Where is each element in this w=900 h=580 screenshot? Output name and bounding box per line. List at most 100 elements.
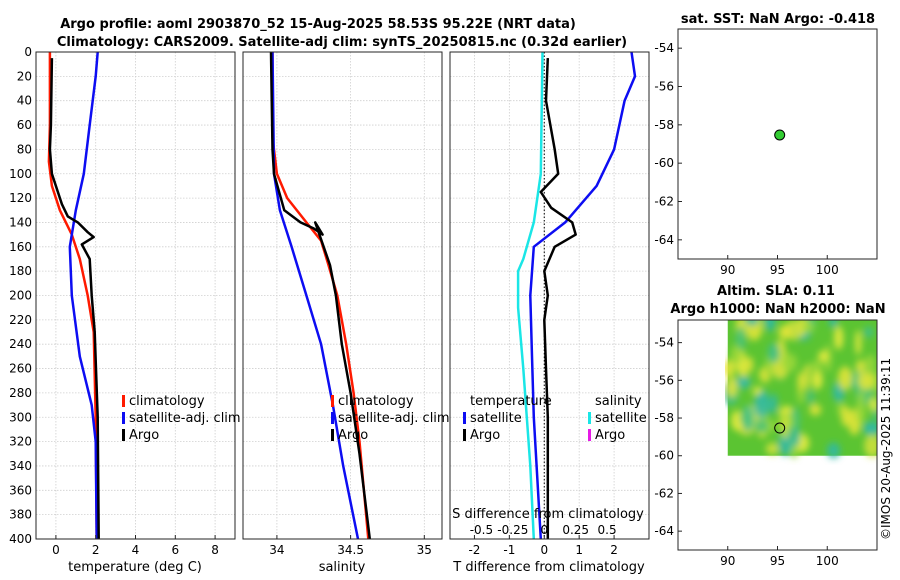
difference-xtick-labels: -2 -1 0 1 2 xyxy=(468,535,618,557)
sla-map-tick-labels: 90 95 100 -54 -56 -58 -60 -62 -64 xyxy=(654,336,838,568)
map-x-tick-label: 100 xyxy=(816,263,839,277)
sla-texture-blob xyxy=(809,361,823,373)
sla-texture-blob xyxy=(731,410,743,431)
salinity-legend: climatology satellite-adj. clim Argo xyxy=(331,394,450,443)
salinity-xlabel: salinity xyxy=(319,560,366,575)
sla-map-title-line1: Altim. SLA: 0.11 xyxy=(717,284,835,299)
sla-texture-blob xyxy=(857,372,874,391)
sla-texture-blob xyxy=(778,325,791,340)
legend-label-climatology: climatology xyxy=(338,394,414,409)
x-tick2-label: -0.5 xyxy=(470,523,493,537)
series-line-satellite-adj-clim xyxy=(68,52,99,539)
map-x-tick-label: 100 xyxy=(816,554,839,568)
series-line-argo xyxy=(48,58,100,539)
map-x-tick-label: 95 xyxy=(770,554,785,568)
y-tick-label: 20 xyxy=(17,69,32,83)
map-y-tick-label: -58 xyxy=(654,118,674,132)
series-line-satellite-adj-clim xyxy=(271,52,360,539)
sla-texture-blob xyxy=(781,353,798,372)
temperature-lines xyxy=(47,52,100,539)
sla-texture-blob xyxy=(735,375,751,388)
legend-swatch-satellite xyxy=(122,412,125,424)
temperature-grid xyxy=(36,52,235,539)
difference-panel: -2 -1 0 1 2 -0.5 -0.25 0 0.25 0.5 S difference f… xyxy=(449,51,650,575)
series-line-temperature-argo xyxy=(539,58,577,539)
sla-texture-blob xyxy=(746,356,754,373)
legend-swatch-argo xyxy=(122,429,125,441)
footer-timestamp: ©IMOS 20-Aug-2025 11:39:11 xyxy=(879,358,893,540)
legend-label-climatology: climatology xyxy=(129,394,205,409)
y-tick-label: 340 xyxy=(9,459,32,473)
sla-texture-blob xyxy=(855,399,866,423)
legend-label-sal-argo: Argo xyxy=(595,428,625,443)
map-y-tick-label: -54 xyxy=(654,336,674,350)
y-tick-label: 280 xyxy=(9,386,32,400)
difference-grid xyxy=(450,52,649,539)
x-tick-label: 6 xyxy=(171,543,179,557)
sla-texture-blob xyxy=(802,364,811,391)
difference-axes-box xyxy=(449,51,650,540)
sla-texture-blob xyxy=(869,397,877,412)
sst-argo-location-marker xyxy=(774,129,786,141)
map-y-tick-label: -60 xyxy=(654,449,674,463)
sla-texture-blob xyxy=(741,404,755,432)
series-line-argo xyxy=(269,52,372,539)
sla-texture-blob xyxy=(764,320,776,332)
sla-texture-blob xyxy=(765,442,779,456)
sla-texture-blob xyxy=(826,442,841,459)
temperature-legend: climatology satellite-adj. clim Argo xyxy=(122,394,241,443)
y-tick-label: 160 xyxy=(9,240,32,254)
legend-swatch-satellite xyxy=(331,412,334,424)
sst-map-ticks xyxy=(678,47,828,259)
legend-label-argo: Argo xyxy=(338,428,368,443)
salinity-lines xyxy=(269,52,372,539)
y-tick-label: 380 xyxy=(9,508,32,522)
temperature-xlabel: temperature (deg C) xyxy=(68,560,202,575)
series-line-temperature-satellite xyxy=(529,52,637,539)
sla-texture-blob xyxy=(778,430,793,456)
sla-texture-blob xyxy=(837,366,853,391)
legend-label-satellite: satellite-adj. clim xyxy=(338,411,450,426)
map-y-tick-label: -56 xyxy=(654,80,674,94)
salinity-axes-box xyxy=(242,51,443,540)
difference-xlabel-temperature: T difference from climatology xyxy=(452,560,645,575)
sla-texture-blob xyxy=(855,330,862,356)
x-tick-label: 8 xyxy=(211,543,219,557)
legend-header-temperature: temperature xyxy=(470,394,552,409)
salinity-panel: 34 34.5 35 salinity climatology satellite-… xyxy=(242,51,450,575)
figure-title-line2: Climatology: CARS2009. Satellite-adj cli… xyxy=(57,35,627,50)
y-tick-label: 260 xyxy=(9,362,32,376)
sla-texture-blob xyxy=(725,359,736,378)
x-tick-label: 2 xyxy=(610,543,618,557)
x-tick2-label: 0.5 xyxy=(598,523,617,537)
sla-texture-blob xyxy=(754,419,769,433)
salinity-grid xyxy=(243,52,442,539)
sla-texture-blob xyxy=(792,428,801,447)
sla-heatmap-texture xyxy=(725,320,877,459)
x-tick2-label: 0 xyxy=(540,523,548,537)
map-y-tick-label: -62 xyxy=(654,486,674,500)
sla-texture-blob xyxy=(753,391,771,419)
x-tick-label: 35 xyxy=(417,543,432,557)
x-tick2-label: 0.25 xyxy=(562,523,589,537)
sla-texture-blob xyxy=(864,354,876,374)
figure-title-line1: Argo profile: aoml 2903870_52 15-Aug-202… xyxy=(60,17,576,32)
y-tick-label: 320 xyxy=(9,435,32,449)
difference-xtick2-labels: -0.5 -0.25 0 0.25 0.5 xyxy=(470,523,617,537)
legend-label-satellite: satellite-adj. clim xyxy=(129,411,241,426)
sla-texture-blob xyxy=(802,320,815,334)
sla-texture-blob xyxy=(817,350,829,363)
legend-label-temp-satellite: satellite xyxy=(470,411,522,426)
sla-texture-blob xyxy=(834,325,844,350)
y-tick-label: 180 xyxy=(9,264,32,278)
x-tick-label: 4 xyxy=(132,543,140,557)
x-tick-label: -2 xyxy=(468,543,480,557)
sla-map-panel: Altim. SLA: 0.11 Argo h1000: NaN h2000: … xyxy=(654,284,885,568)
sla-texture-blob xyxy=(809,403,822,416)
y-tick-label: 120 xyxy=(9,191,32,205)
map-y-tick-label: -60 xyxy=(654,156,674,170)
legend-swatch-climatology xyxy=(122,395,125,407)
y-tick-label: 140 xyxy=(9,215,32,229)
sla-texture-blob xyxy=(828,320,838,328)
sla-map-title-line2: Argo h1000: NaN h2000: NaN xyxy=(670,302,885,317)
